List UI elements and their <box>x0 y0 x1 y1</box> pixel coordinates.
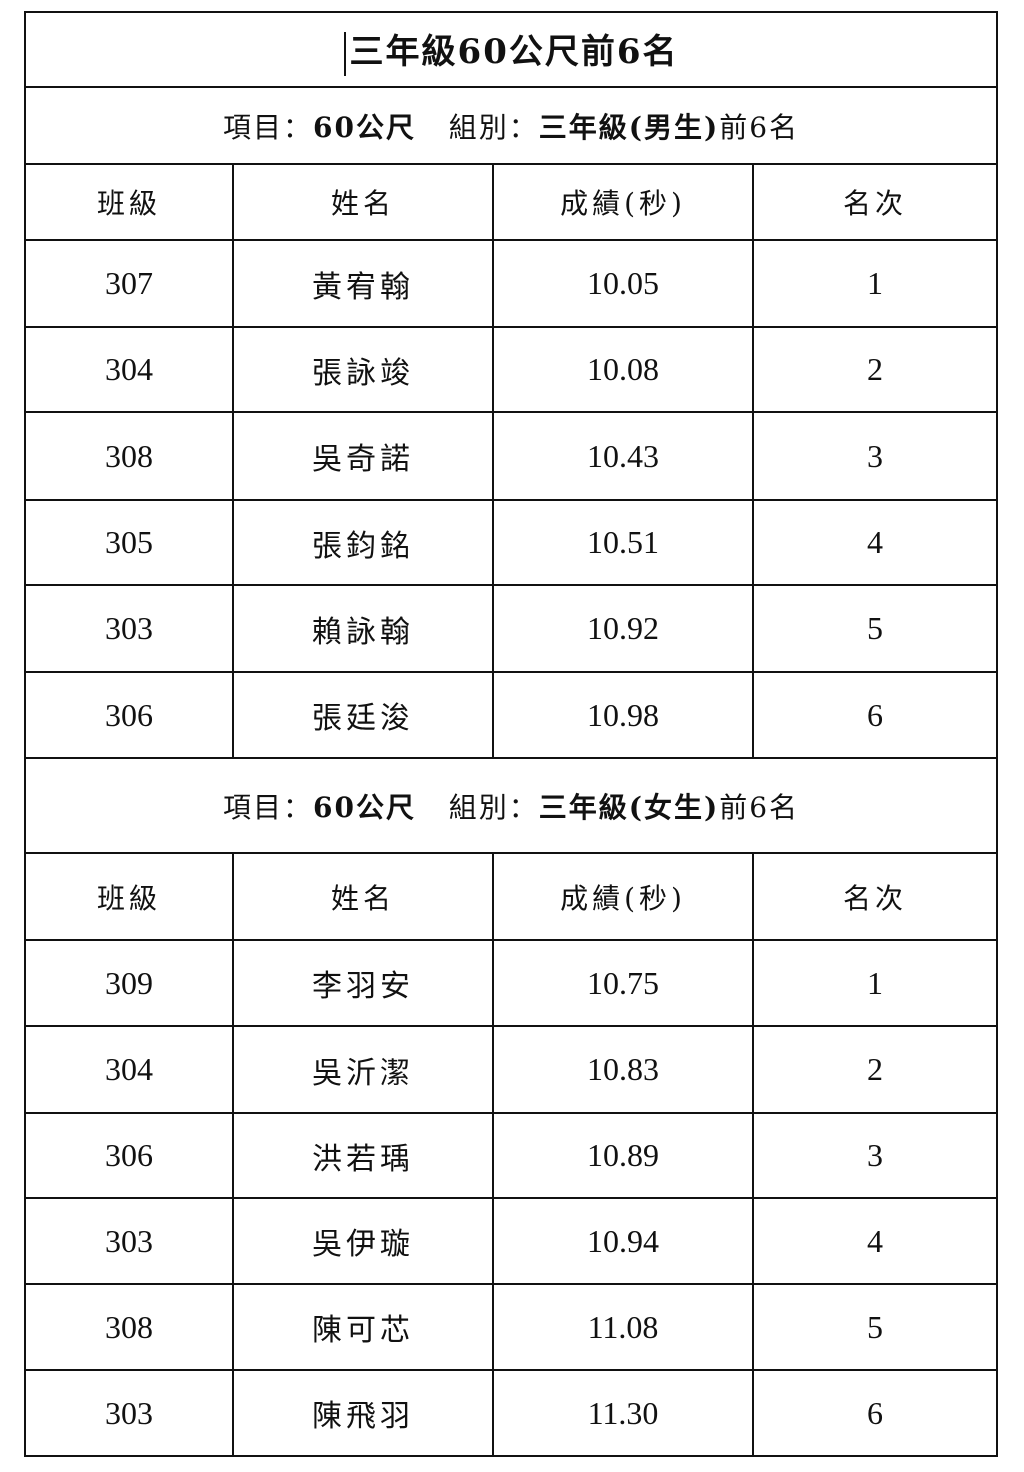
results-table: 三年級60公尺前6名 項目：60公尺 組別：三年級(男生)前6名 班級 姓名 成績(秒… <box>23 11 999 1457</box>
name-cell: 吳奇諾 <box>232 411 494 501</box>
group-value: 三年級(男生) <box>538 110 720 144</box>
rank-cell: 3 <box>751 1112 999 1199</box>
name-header: 姓名 <box>232 163 494 241</box>
text-cursor <box>343 31 346 76</box>
group-label: 組別： <box>448 790 539 824</box>
name-cell: 黃宥翰 <box>232 239 494 328</box>
score-cell: 11.08 <box>492 1283 754 1371</box>
score-cell: 10.43 <box>492 411 754 501</box>
section-header: 項目：60公尺 組別：三年級(女生)前6名 <box>23 757 999 854</box>
name-cell: 張廷浚 <box>232 671 494 759</box>
section-header-row: 項目：60公尺 組別：三年級(男生)前6名 <box>23 86 999 165</box>
class-cell: 304 <box>24 1025 234 1114</box>
class-header: 班級 <box>24 163 234 241</box>
item-value: 60公尺 <box>313 110 416 144</box>
class-cell: 308 <box>24 411 234 501</box>
rank-cell: 4 <box>751 499 999 586</box>
name-cell: 陳飛羽 <box>232 1369 494 1457</box>
column-header-row: 班級 姓名 成績(秒) 名次 <box>24 163 999 241</box>
score-header: 成績(秒) <box>492 163 754 241</box>
group-suffix: 前6名 <box>719 790 800 824</box>
rank-cell: 4 <box>751 1197 999 1285</box>
rank-header: 名次 <box>751 163 999 241</box>
section-header: 項目：60公尺 組別：三年級(男生)前6名 <box>23 86 999 165</box>
page-title[interactable]: 三年級60公尺前6名 <box>23 11 999 88</box>
group-suffix: 前6名 <box>719 110 800 144</box>
table-row: 309 李羽安 10.75 1 <box>24 939 999 1027</box>
name-cell: 張鈞銘 <box>232 499 494 586</box>
class-cell: 303 <box>24 584 234 673</box>
table-row: 305 張鈞銘 10.51 4 <box>24 499 999 586</box>
table-row: 306 洪若瑀 10.89 3 <box>24 1112 999 1199</box>
rank-cell: 3 <box>751 411 999 501</box>
rank-cell: 6 <box>751 671 999 759</box>
score-cell: 11.30 <box>492 1369 754 1457</box>
table-row: 308 吳奇諾 10.43 3 <box>24 411 999 501</box>
score-cell: 10.98 <box>492 671 754 759</box>
score-cell: 10.08 <box>492 326 754 413</box>
score-cell: 10.83 <box>492 1025 754 1114</box>
rank-cell: 2 <box>751 326 999 413</box>
name-header: 姓名 <box>232 852 494 941</box>
name-cell: 陳可芯 <box>232 1283 494 1371</box>
score-cell: 10.05 <box>492 239 754 328</box>
table-row: 304 張詠竣 10.08 2 <box>24 326 999 413</box>
rank-cell: 1 <box>751 939 999 1027</box>
score-header: 成績(秒) <box>492 852 754 941</box>
item-label: 項目： <box>223 110 314 144</box>
table-row: 306 張廷浚 10.98 6 <box>24 671 999 759</box>
class-cell: 306 <box>24 671 234 759</box>
class-cell: 303 <box>24 1197 234 1285</box>
column-header-row: 班級 姓名 成績(秒) 名次 <box>24 852 999 941</box>
rank-cell: 6 <box>751 1369 999 1457</box>
rank-cell: 1 <box>751 239 999 328</box>
class-cell: 308 <box>24 1283 234 1371</box>
section-header-row: 項目：60公尺 組別：三年級(女生)前6名 <box>23 757 999 854</box>
rank-cell: 5 <box>751 1283 999 1371</box>
title-row: 三年級60公尺前6名 <box>23 11 999 88</box>
score-cell: 10.94 <box>492 1197 754 1285</box>
item-label: 項目： <box>223 790 314 824</box>
class-cell: 309 <box>24 939 234 1027</box>
name-cell: 吳沂潔 <box>232 1025 494 1114</box>
group-value: 三年級(女生) <box>538 790 720 824</box>
class-cell: 306 <box>24 1112 234 1199</box>
title-text: 三年級60公尺前6名 <box>349 31 679 72</box>
rank-cell: 5 <box>751 584 999 673</box>
class-cell: 307 <box>24 239 234 328</box>
score-cell: 10.51 <box>492 499 754 586</box>
name-cell: 李羽安 <box>232 939 494 1027</box>
table-row: 303 陳飛羽 11.30 6 <box>24 1369 999 1457</box>
name-cell: 張詠竣 <box>232 326 494 413</box>
group-label: 組別： <box>448 110 539 144</box>
name-cell: 吳伊璇 <box>232 1197 494 1285</box>
class-header: 班級 <box>24 852 234 941</box>
table-row: 308 陳可芯 11.08 5 <box>24 1283 999 1371</box>
class-cell: 305 <box>24 499 234 586</box>
rank-cell: 2 <box>751 1025 999 1114</box>
name-cell: 賴詠翰 <box>232 584 494 673</box>
item-value: 60公尺 <box>313 790 416 824</box>
class-cell: 303 <box>24 1369 234 1457</box>
table-row: 304 吳沂潔 10.83 2 <box>24 1025 999 1114</box>
name-cell: 洪若瑀 <box>232 1112 494 1199</box>
score-cell: 10.89 <box>492 1112 754 1199</box>
table-row: 307 黃宥翰 10.05 1 <box>24 239 999 328</box>
score-cell: 10.92 <box>492 584 754 673</box>
rank-header: 名次 <box>751 852 999 941</box>
score-cell: 10.75 <box>492 939 754 1027</box>
table-row: 303 賴詠翰 10.92 5 <box>24 584 999 673</box>
table-row: 303 吳伊璇 10.94 4 <box>24 1197 999 1285</box>
class-cell: 304 <box>24 326 234 413</box>
